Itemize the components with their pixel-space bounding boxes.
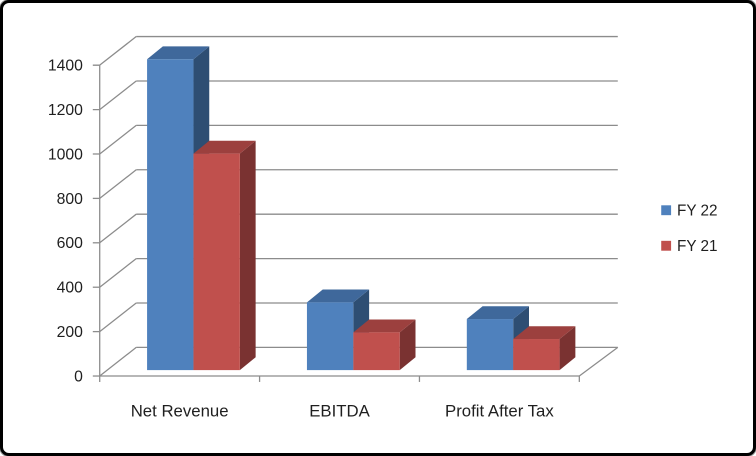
category-label-ebitda: EBITDA	[309, 401, 370, 420]
y-axis-label-600: 600	[57, 235, 84, 252]
floor-right-edge	[578, 346, 619, 377]
bar-face-front	[147, 59, 194, 371]
bar-face-top	[306, 289, 370, 303]
bar-face-side	[399, 319, 416, 371]
legend-label-fy-21: FY 21	[677, 238, 717, 255]
bar-chart-3d: 0 200 400 600 800 1000 1200 1400 Net Revenue EBIT…	[48, 35, 718, 421]
category-label-profit-after-tax: Profit After Tax	[445, 401, 554, 420]
legend-item-fy-22: FY 22	[661, 203, 718, 220]
depth-line-600	[99, 213, 137, 244]
y-axis-label-200: 200	[57, 324, 84, 341]
y-axis-label-400: 400	[57, 280, 84, 297]
depth-line-1200	[99, 80, 137, 111]
depth-line-400	[99, 258, 137, 288]
y-axis-label-1000: 1000	[48, 146, 83, 163]
y-axis-label-1400: 1400	[48, 58, 83, 75]
bar-face-front	[306, 302, 354, 371]
depth-line-800	[99, 169, 137, 199]
plot-grid	[92, 35, 618, 377]
bar-face-top	[513, 326, 576, 340]
bar-face-front	[193, 153, 240, 371]
y-axis-label-0: 0	[74, 368, 83, 385]
bar-face-front	[466, 319, 514, 371]
bars	[147, 46, 576, 371]
category-label-net-revenue: Net Revenue	[131, 401, 229, 420]
bar-face-top	[147, 46, 210, 60]
depth-line-200	[99, 302, 137, 333]
bar-face-front	[513, 339, 560, 371]
bar-face-top	[466, 306, 529, 320]
legend-label-fy-22: FY 22	[677, 203, 717, 220]
bar-face-top	[193, 140, 256, 154]
bar-face-side	[239, 140, 256, 371]
axes	[99, 65, 619, 382]
legend-swatch-fy-21	[661, 240, 672, 251]
bar-face-top	[353, 319, 416, 333]
bar-face-front	[353, 332, 400, 371]
bar-fy-21-profit-after-tax	[513, 326, 576, 371]
bar-fy-22-profit-after-tax	[466, 306, 529, 371]
bar-fy-21-net-revenue	[193, 140, 256, 371]
y-axis-label-1200: 1200	[48, 102, 83, 119]
bar-fy-21-ebitda	[353, 319, 416, 371]
bar-face-side	[559, 326, 576, 371]
depth-line-1400	[99, 36, 137, 66]
depth-line-1000	[99, 124, 137, 155]
depth-line-0	[99, 346, 137, 377]
y-axis-label-800: 800	[57, 191, 84, 208]
legend: FY 22 FY 21	[661, 203, 718, 255]
legend-swatch-fy-22	[661, 205, 672, 216]
axis-labels: 0 200 400 600 800 1000 1200 1400 Net Revenue EBIT…	[48, 58, 554, 421]
legend-item-fy-21: FY 21	[661, 238, 718, 255]
